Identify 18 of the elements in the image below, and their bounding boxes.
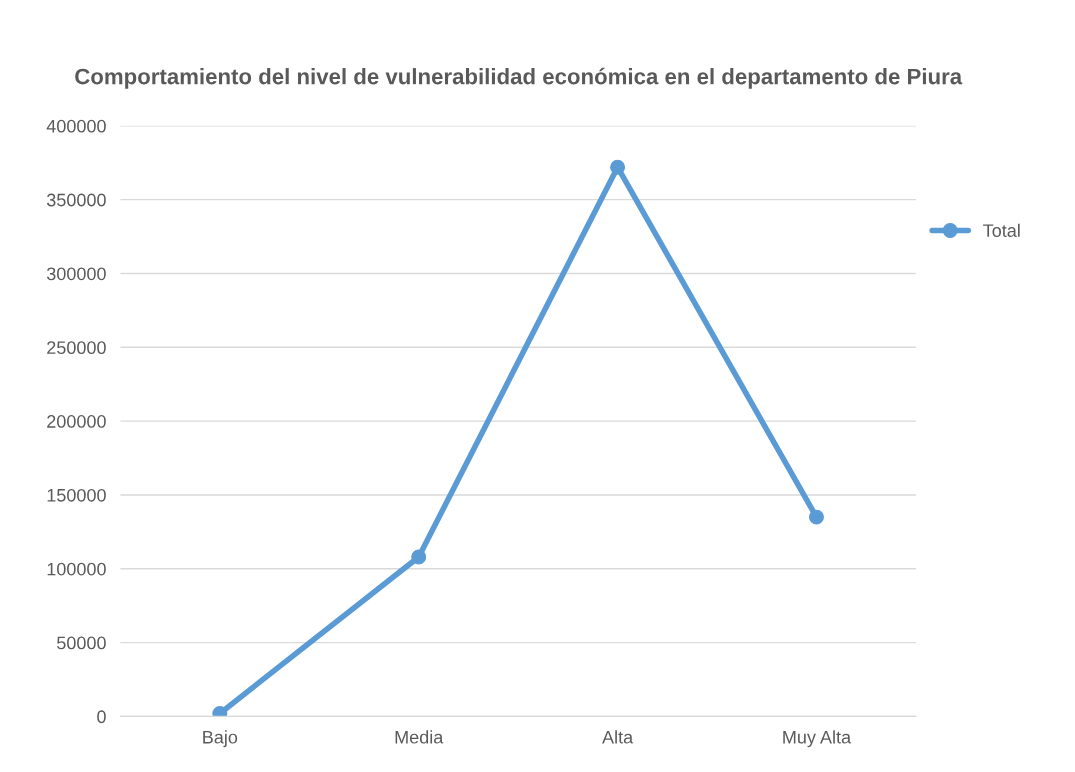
point xyxy=(809,509,824,525)
y-tick-label: 150000 xyxy=(47,488,106,502)
chart-title: Comportamiento del nivel de vulnerabilidad económica en el departamento de Piura xyxy=(75,67,963,89)
y-tick-label: 0 xyxy=(97,710,106,724)
x-tick-label: Media xyxy=(395,730,444,744)
y-tick-label: 350000 xyxy=(46,193,106,207)
y-tick-label: 200000 xyxy=(47,415,106,428)
y-tick-label: 300000 xyxy=(46,267,106,281)
point xyxy=(411,549,427,565)
y-tick-label: 100000 xyxy=(47,562,106,576)
x-tick-label: Alta xyxy=(602,730,634,744)
point xyxy=(610,159,626,175)
x-tick-label: Muy Alta xyxy=(783,730,852,748)
legend-label: Total xyxy=(983,223,1020,237)
y-tick-label: 400000 xyxy=(46,119,106,133)
y-tick-label: 50000 xyxy=(57,636,106,650)
y-tick-label: 250000 xyxy=(47,341,106,355)
x-tick-label: Bajo xyxy=(203,730,238,748)
